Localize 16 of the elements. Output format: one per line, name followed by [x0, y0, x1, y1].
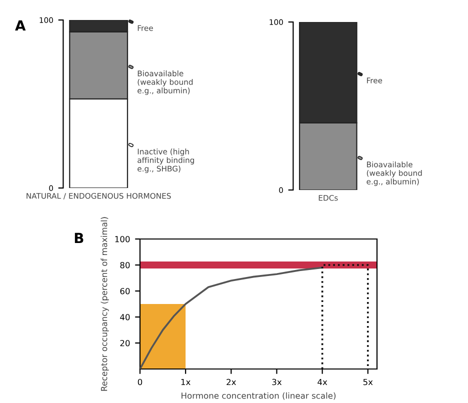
x-tick-label: 3x — [272, 378, 282, 386]
y-tick-label: 60 — [120, 288, 130, 294]
x-tick-label: 1x — [181, 378, 190, 386]
text: B — [74, 232, 84, 244]
y-tick-label: 40 — [120, 314, 130, 320]
x-axis-title: Hormone concentration (linear scale) — [182, 392, 336, 400]
x-tick-label: 5x — [363, 378, 373, 386]
x-tick-label: 0 — [138, 378, 142, 386]
x-tick-label: 4x — [318, 378, 328, 386]
line-series — [140, 266, 324, 369]
text: A — [15, 20, 26, 31]
y-tick-label: 100 — [115, 236, 130, 242]
x-tick-label: 2x — [226, 378, 236, 386]
y-tick-label: 20 — [120, 340, 130, 346]
y-axis-title: Receptor occupancy (percent of maximal) — [100, 217, 109, 391]
y-tick-label: 80 — [120, 262, 130, 268]
